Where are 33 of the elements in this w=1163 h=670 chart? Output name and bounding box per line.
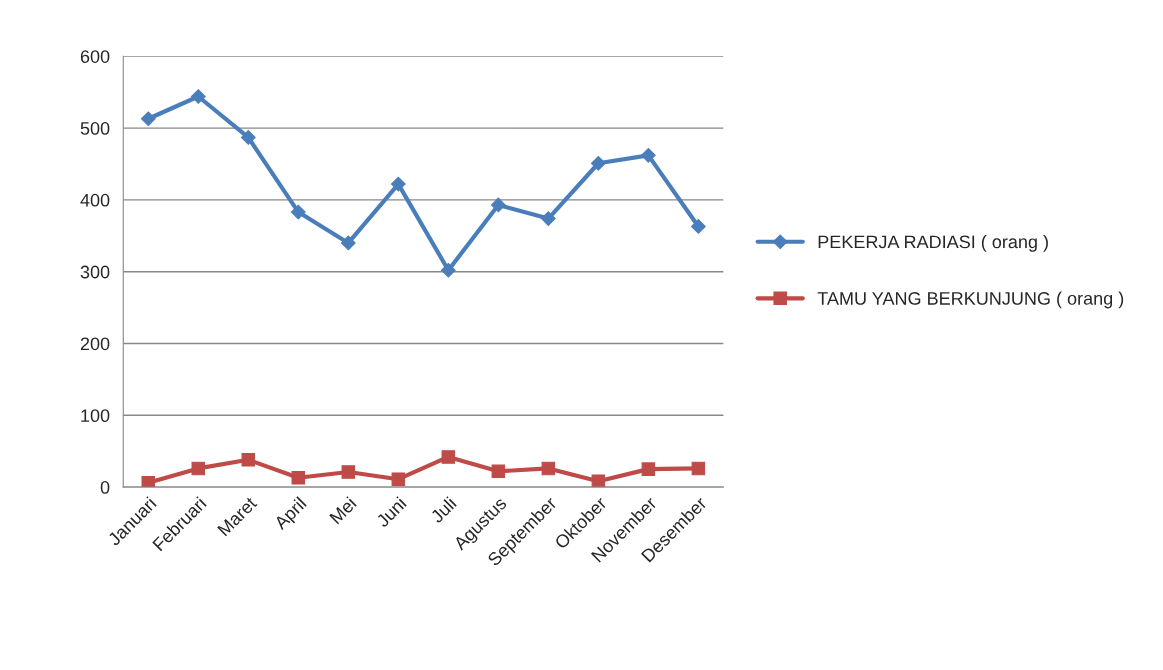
- y-tick-label: 300: [80, 265, 110, 279]
- legend-label: TAMU YANG BERKUNJUNG ( orang ): [817, 291, 1124, 309]
- point: [590, 155, 606, 171]
- point: [291, 470, 306, 485]
- point: [541, 461, 556, 476]
- point: [241, 453, 256, 467]
- point: [440, 262, 456, 278]
- legend-label: PEKERJA RADIASI ( orang ): [818, 234, 1048, 252]
- point: [191, 461, 206, 476]
- y-tick-label: 400: [80, 193, 110, 207]
- point: [190, 89, 206, 104]
- point: [140, 111, 156, 127]
- y-tick-label: 200: [80, 337, 110, 351]
- point: [640, 147, 656, 163]
- point: [391, 472, 406, 486]
- x-tick-label: Mei: [328, 496, 357, 525]
- point: [441, 450, 456, 464]
- point: [540, 211, 556, 226]
- point: [240, 130, 256, 145]
- point: [341, 465, 356, 479]
- x-tick-label: Juli: [429, 496, 457, 524]
- point: [490, 197, 506, 213]
- point: [641, 462, 656, 476]
- point: [691, 461, 706, 476]
- y-tick-label: 500: [80, 122, 110, 135]
- point: [290, 204, 306, 220]
- point: [390, 176, 406, 192]
- point: [690, 219, 706, 234]
- y-tick-label: 100: [81, 409, 110, 423]
- y-tick-label: 0: [100, 481, 110, 494]
- point: [491, 464, 506, 479]
- y-tick-label: 600: [80, 50, 110, 63]
- point: [340, 235, 356, 251]
